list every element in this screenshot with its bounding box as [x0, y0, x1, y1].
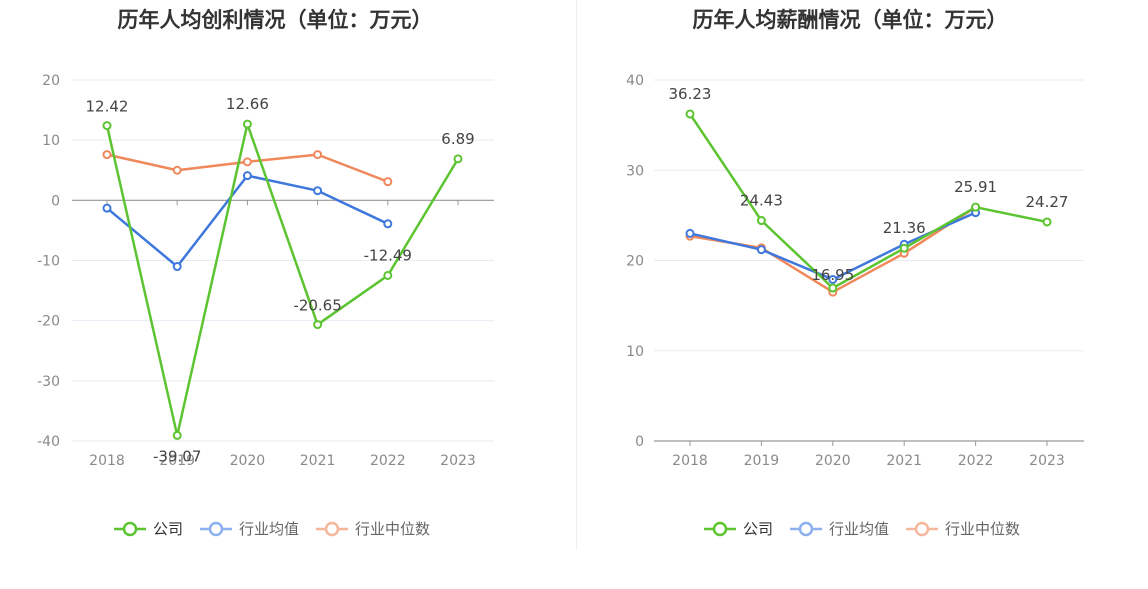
point-company — [172, 430, 182, 440]
data-label: 6.89 — [441, 130, 474, 148]
legend-industry-avg-label: 行业均值 — [829, 520, 890, 538]
point-company — [102, 121, 112, 131]
point-industry_median — [383, 177, 393, 187]
point-company — [313, 320, 323, 330]
point-company — [899, 243, 909, 253]
data-label: 24.43 — [740, 192, 783, 210]
point-industry_avg — [102, 203, 112, 213]
legend-industry-median-label: 行业中位数 — [355, 520, 431, 538]
point-industry_median — [172, 165, 182, 175]
legend-industry-median[interactable]: 行业中位数 — [315, 518, 430, 539]
x-tick-label: 2018 — [89, 453, 125, 469]
profit-chart-panel: 历年人均创利情况（单位：万元） 20 10 0 -10 -20 -30 -40 2018 201… — [37, 8, 494, 539]
salary-chart: 40 30 20 10 0 2018 2019 2020 2021 2022 2023 36.23 24… — [626, 73, 1084, 469]
point-industry_avg — [313, 186, 323, 196]
point-company — [242, 119, 252, 129]
data-label: 12.42 — [86, 98, 129, 116]
point-industry_avg — [756, 245, 766, 255]
point-company — [828, 283, 838, 293]
x-tick-label: 2019 — [744, 453, 780, 469]
legend-industry-median-marker — [316, 521, 349, 536]
data-label: 24.27 — [1026, 193, 1069, 211]
point-company — [685, 109, 695, 119]
point-company — [971, 202, 981, 212]
panel-divider — [576, 0, 577, 550]
legend-industry-avg-marker — [200, 521, 233, 536]
x-tick-label: 2022 — [958, 453, 994, 469]
y-tick-label: -20 — [37, 314, 60, 330]
x-tick-label: 2019 — [159, 453, 195, 469]
point-company — [1042, 217, 1052, 227]
legend-industry-avg[interactable]: 行业均值 — [199, 518, 299, 539]
legend-industry-median[interactable]: 行业中位数 — [905, 518, 1020, 539]
point-company — [453, 154, 463, 164]
legend-industry-avg-label: 行业均值 — [239, 520, 300, 538]
data-label: -39.07 — [153, 447, 201, 465]
point-industry_avg — [172, 262, 182, 272]
point-industry_avg — [242, 171, 252, 181]
y-tick-label: 20 — [42, 73, 60, 89]
x-tick-label: 2021 — [300, 453, 336, 469]
data-label: 36.23 — [669, 85, 712, 103]
data-label: 21.36 — [883, 219, 926, 237]
data-label: -12.49 — [364, 246, 412, 264]
legend-industry-avg[interactable]: 行业均值 — [789, 518, 889, 539]
legend-industry-avg-marker — [790, 521, 823, 536]
y-tick-label: 10 — [42, 133, 60, 149]
y-tick-label: -30 — [37, 374, 60, 390]
legend-company[interactable]: 公司 — [113, 518, 183, 539]
salary-chart-legend: 公司 行业均值 行业中位数 — [703, 518, 1036, 539]
y-tick-label: 0 — [51, 193, 60, 209]
profit-chart-title: 历年人均创利情况（单位：万元） — [117, 8, 433, 32]
point-company — [383, 270, 393, 280]
y-tick-label: -40 — [37, 434, 60, 450]
data-label: 12.66 — [226, 95, 269, 113]
legend-company-label: 公司 — [153, 520, 184, 538]
salary-chart-title: 历年人均薪酬情况（单位：万元） — [692, 8, 1008, 32]
x-tick-label: 2018 — [672, 453, 708, 469]
y-tick-label: 40 — [626, 73, 644, 89]
data-label: 16.95 — [811, 266, 854, 284]
x-tick-label: 2023 — [1029, 453, 1065, 469]
x-tick-label: 2023 — [440, 453, 476, 469]
x-tick-label: 2021 — [886, 453, 922, 469]
profit-chart: 20 10 0 -10 -20 -30 -40 2018 2019 2020 2021 2022 202… — [37, 73, 494, 469]
series-line-company — [105, 122, 460, 437]
point-industry_avg — [383, 219, 393, 229]
y-tick-label: 20 — [626, 254, 644, 270]
legend-company-label: 公司 — [743, 520, 774, 538]
salary-chart-panel: 历年人均薪酬情况（单位：万元） 40 30 20 10 0 2018 2019 2020 202… — [576, 0, 1148, 589]
legend-industry-median-marker — [906, 521, 939, 536]
point-industry_median — [102, 150, 112, 160]
x-tick-label: 2020 — [230, 453, 266, 469]
legend-company-marker — [704, 521, 736, 536]
series-line-company — [688, 113, 1048, 290]
y-tick-label: -10 — [37, 254, 60, 270]
x-tick-label: 2022 — [370, 453, 406, 469]
point-industry_median — [313, 150, 323, 160]
y-tick-label: 30 — [626, 163, 644, 179]
point-company — [756, 216, 766, 226]
point-industry_avg — [828, 274, 838, 284]
profit-chart-legend: 公司 行业均值 行业中位数 — [113, 518, 446, 539]
legend-company-marker — [114, 521, 146, 536]
y-tick-label: 0 — [635, 434, 644, 450]
legend-industry-median-label: 行业中位数 — [945, 520, 1021, 538]
point-industry_avg — [685, 228, 695, 238]
point-industry_median — [242, 157, 252, 167]
series-line-industry_avg — [106, 174, 389, 268]
data-label: -20.65 — [293, 297, 341, 315]
x-tick-label: 2020 — [815, 453, 851, 469]
legend-company[interactable]: 公司 — [703, 518, 773, 539]
data-label: 25.91 — [954, 178, 997, 196]
y-tick-label: 10 — [626, 344, 644, 360]
